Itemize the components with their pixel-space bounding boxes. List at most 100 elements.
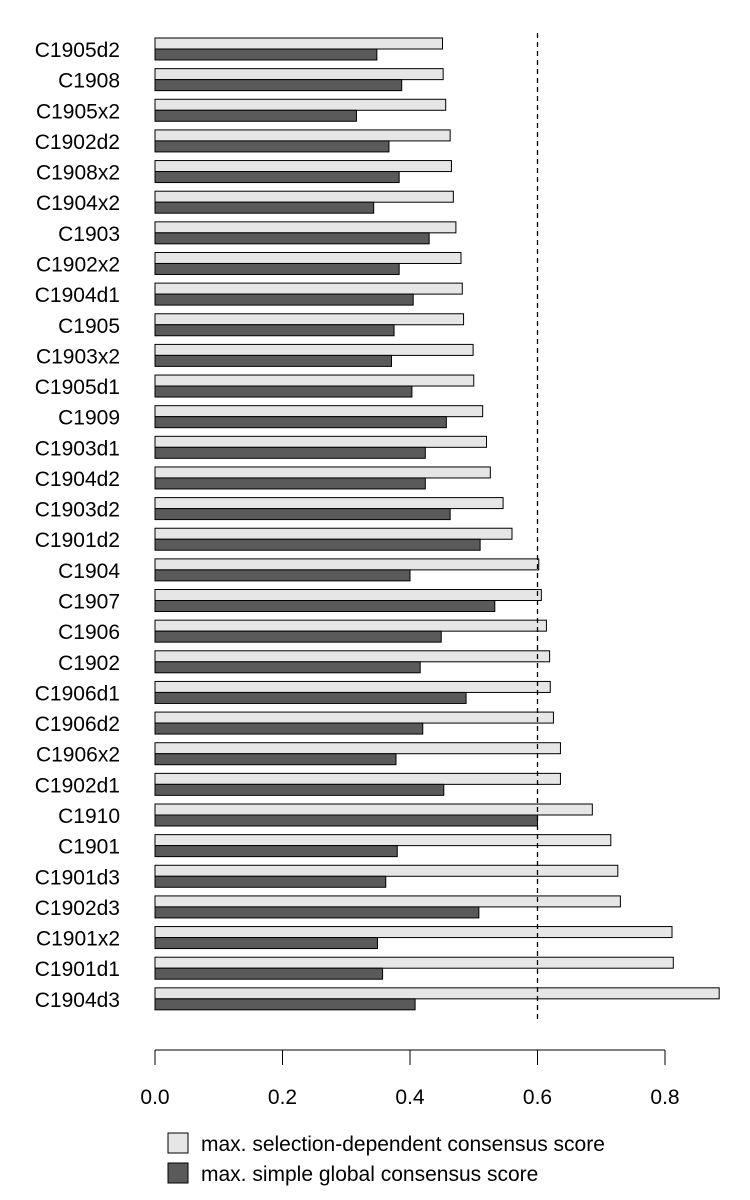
bar-simple-global-c1904d3 — [154, 998, 416, 1011]
category-label-c1904d1: C1904d1 — [35, 284, 120, 307]
category-label-c1908: C1908 — [58, 70, 120, 93]
bar-selection-dependent-c1902d1 — [154, 772, 561, 785]
bar-selection-dependent-c1905d2 — [154, 37, 444, 50]
bar-selection-dependent-c1903x2 — [154, 343, 474, 356]
x-tick-label-3: 0.6 — [523, 1086, 552, 1109]
category-labels: C1905d2 C1908 C1905x2 C1902d2 C1908x2 C1904x2… — [35, 39, 121, 1012]
bar-simple-global-c1905x2 — [154, 109, 357, 122]
category-label-c1908x2: C1908x2 — [36, 162, 120, 185]
category-label-c1906d2: C1906d2 — [35, 713, 120, 736]
bar-simple-global-c1902d1 — [154, 783, 445, 796]
bar-simple-global-c1906x2 — [154, 753, 397, 766]
x-tick-label-1: 0.2 — [268, 1086, 297, 1109]
category-label-c1901d3: C1901d3 — [35, 866, 120, 889]
bars-layer — [154, 37, 720, 1011]
category-label-c1902x2: C1902x2 — [36, 253, 120, 276]
bar-selection-dependent-c1908 — [154, 68, 444, 81]
legend: max. selection-dependent consensus score… — [167, 1132, 605, 1186]
category-label-c1903d2: C1903d2 — [35, 499, 120, 522]
category-label-c1903: C1903 — [58, 223, 120, 246]
category-label-c1910: C1910 — [58, 805, 120, 828]
legend-swatch-selection-dependent — [167, 1132, 189, 1154]
bar-selection-dependent-c1902x2 — [154, 251, 462, 264]
bar-simple-global-c1909 — [154, 416, 447, 429]
x-tick-label-4: 0.8 — [650, 1086, 679, 1109]
bar-simple-global-c1908 — [154, 79, 403, 92]
bar-simple-global-c1901d2 — [154, 538, 481, 551]
legend-label-selection-dependent: max. selection-dependent consensus score — [201, 1133, 605, 1156]
bar-selection-dependent-c1901d3 — [154, 864, 619, 877]
bar-simple-global-c1904d2 — [154, 477, 426, 490]
bar-simple-global-c1906d1 — [154, 691, 467, 704]
bar-selection-dependent-c1904d2 — [154, 466, 491, 479]
category-label-c1901x2: C1901x2 — [36, 928, 120, 951]
bar-simple-global-c1902d2 — [154, 140, 390, 153]
bar-selection-dependent-c1901x2 — [154, 926, 673, 939]
bar-simple-global-c1902d3 — [154, 906, 480, 919]
bar-selection-dependent-c1902d2 — [154, 129, 451, 142]
bar-simple-global-c1903x2 — [154, 354, 393, 367]
x-tick-label-0: 0.0 — [140, 1086, 169, 1109]
bar-simple-global-c1907 — [154, 600, 496, 613]
category-label-c1902d1: C1902d1 — [35, 774, 120, 797]
category-label-c1907: C1907 — [58, 591, 120, 614]
category-label-c1901d2: C1901d2 — [35, 529, 120, 552]
bar-simple-global-c1901d1 — [154, 967, 384, 980]
bar-simple-global-c1904d1 — [154, 293, 414, 306]
category-label-c1904d2: C1904d2 — [35, 468, 120, 491]
bar-selection-dependent-c1906d1 — [154, 680, 551, 693]
bar-simple-global-c1903 — [154, 232, 430, 245]
bar-simple-global-c1901d3 — [154, 875, 387, 888]
bar-simple-global-c1901 — [154, 845, 398, 858]
category-label-c1901d1: C1901d1 — [35, 958, 120, 981]
bar-simple-global-c1902x2 — [154, 262, 400, 275]
bar-selection-dependent-c1909 — [154, 405, 484, 418]
bar-selection-dependent-c1906 — [154, 619, 547, 632]
bar-selection-dependent-c1903d2 — [154, 497, 504, 510]
category-label-c1904: C1904 — [58, 560, 120, 583]
category-label-c1906d1: C1906d1 — [35, 682, 120, 705]
bar-simple-global-c1901x2 — [154, 937, 378, 950]
bar-simple-global-c1902 — [154, 661, 421, 674]
bar-simple-global-c1905 — [154, 324, 395, 337]
category-label-c1906: C1906 — [58, 621, 120, 644]
category-label-c1905x2: C1905x2 — [36, 100, 120, 123]
bar-selection-dependent-c1903 — [154, 221, 457, 234]
bar-selection-dependent-c1901d2 — [154, 527, 513, 540]
category-label-c1902: C1902 — [58, 652, 120, 675]
bar-selection-dependent-c1908x2 — [154, 160, 452, 173]
legend-label-simple-global: max. simple global consensus score — [201, 1163, 538, 1186]
category-label-c1905d1: C1905d1 — [35, 376, 120, 399]
bar-selection-dependent-c1904d3 — [154, 987, 720, 1000]
category-label-c1902d3: C1902d3 — [35, 897, 120, 920]
bar-selection-dependent-c1901d1 — [154, 956, 674, 969]
bar-selection-dependent-c1907 — [154, 589, 542, 602]
bar-selection-dependent-c1904x2 — [154, 190, 454, 203]
bar-selection-dependent-c1905d1 — [154, 374, 475, 387]
bar-selection-dependent-c1904d1 — [154, 282, 463, 295]
bar-simple-global-c1908x2 — [154, 171, 400, 184]
bar-simple-global-c1906 — [154, 630, 442, 643]
category-label-c1901: C1901 — [58, 836, 120, 859]
bar-selection-dependent-c1906d2 — [154, 711, 554, 724]
category-label-c1903x2: C1903x2 — [36, 345, 120, 368]
category-label-c1904x2: C1904x2 — [36, 192, 120, 215]
category-label-c1903d1: C1903d1 — [35, 437, 120, 460]
category-label-c1905d2: C1905d2 — [35, 39, 120, 62]
bar-selection-dependent-c1905 — [154, 313, 465, 326]
category-label-c1906x2: C1906x2 — [36, 744, 120, 767]
x-axis: 0.0 0.2 0.4 0.6 0.8 — [140, 1049, 680, 1109]
bar-selection-dependent-c1903d1 — [154, 435, 487, 448]
bar-simple-global-c1904x2 — [154, 201, 375, 214]
bar-selection-dependent-c1910 — [154, 803, 593, 816]
bar-simple-global-c1906d2 — [154, 722, 424, 735]
category-label-c1904d3: C1904d3 — [35, 989, 120, 1012]
legend-swatch-simple-global — [167, 1162, 189, 1184]
category-label-c1905: C1905 — [58, 315, 120, 338]
bar-simple-global-c1910 — [154, 814, 538, 827]
bar-simple-global-c1903d2 — [154, 508, 451, 521]
bar-simple-global-c1904 — [154, 569, 411, 582]
x-tick-label-2: 0.4 — [395, 1086, 425, 1109]
